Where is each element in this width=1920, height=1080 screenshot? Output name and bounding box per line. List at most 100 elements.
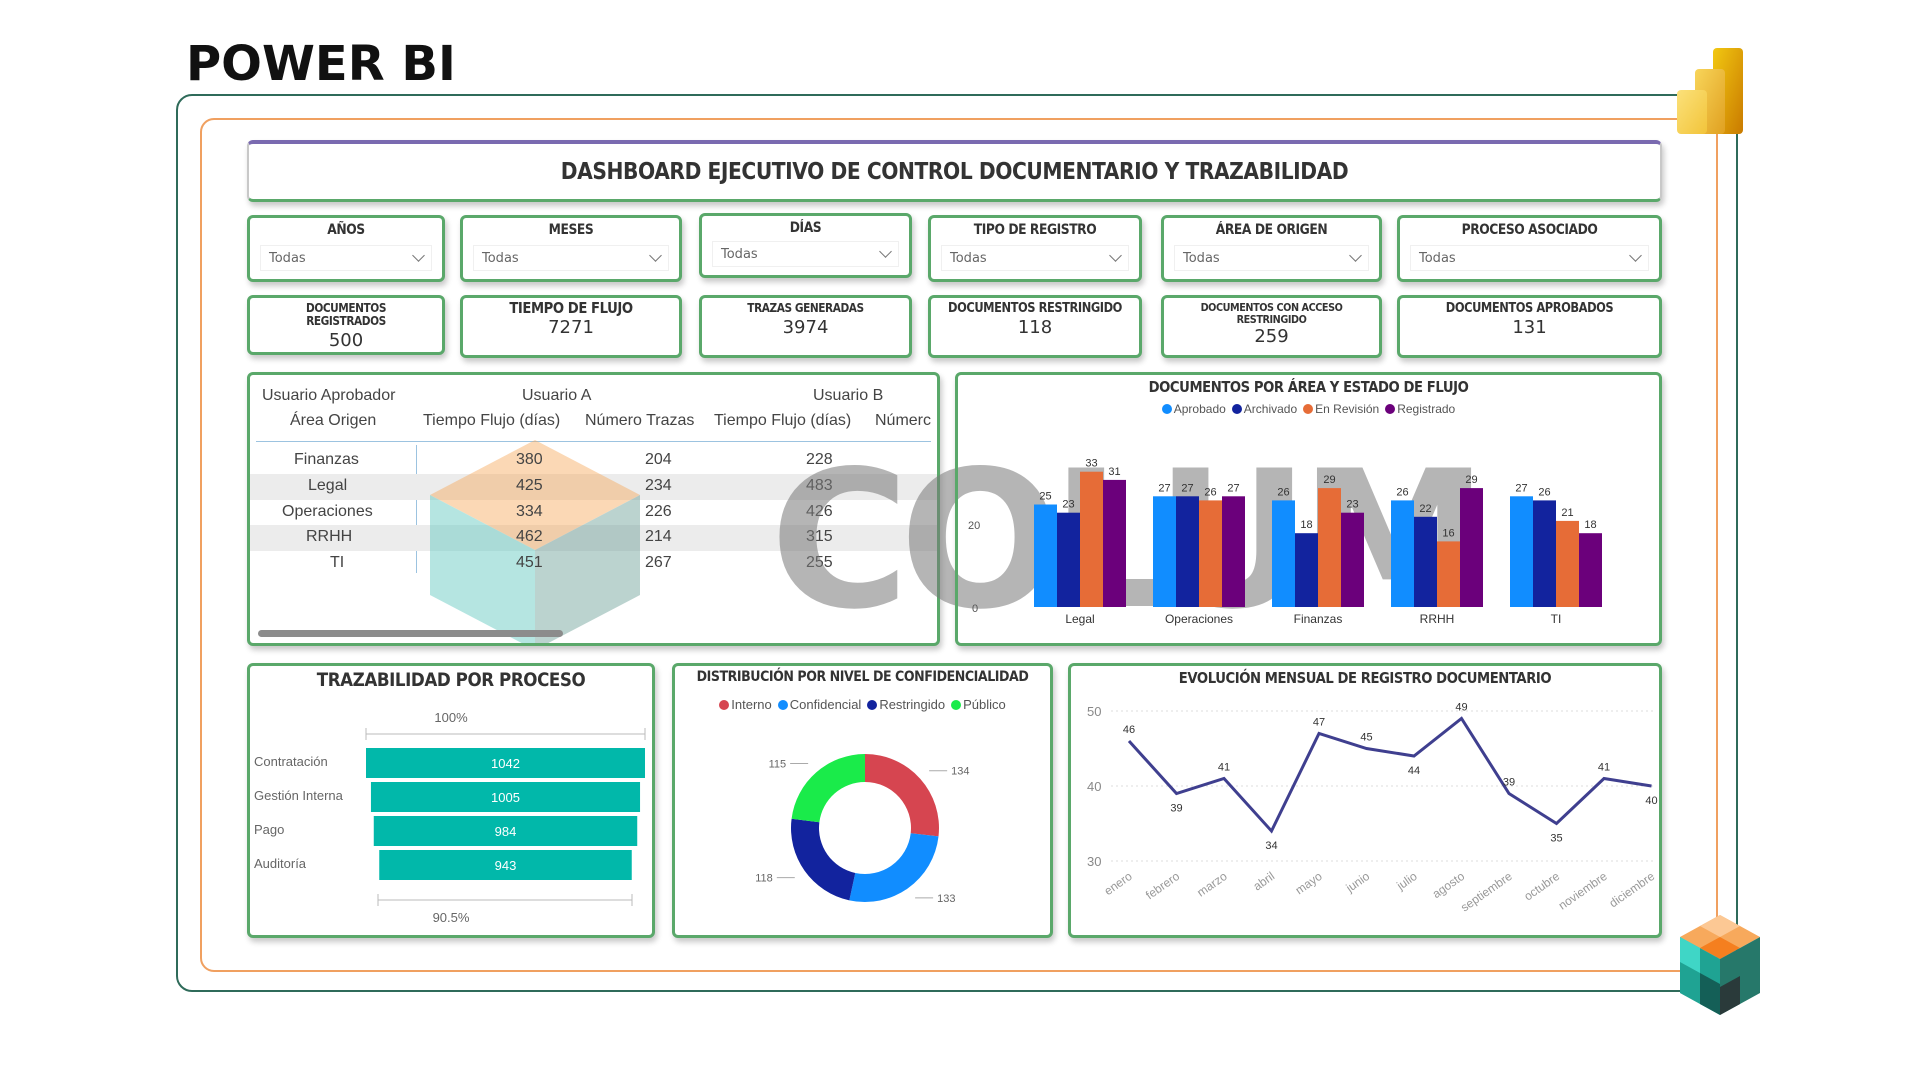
legend-item[interactable]: Restringido (867, 697, 945, 712)
filter-value: Todas (1183, 250, 1220, 266)
svg-text:46: 46 (1123, 724, 1135, 736)
filter-label: AÑOS (327, 222, 365, 238)
filter-dropdown[interactable]: Todas (712, 241, 899, 267)
legend-label: Restringido (879, 697, 946, 712)
col-header-trazas-a: Número Trazas (585, 412, 695, 429)
filter-dropdown[interactable]: Todas (1174, 245, 1369, 271)
donut-slice (791, 754, 865, 823)
legend-label: Registrado (1397, 402, 1456, 416)
page-heading: POWER BI (186, 36, 456, 92)
chevron-down-icon (1349, 249, 1362, 262)
filter-dropdown[interactable]: Todas (1410, 245, 1649, 271)
chevron-down-icon (649, 249, 662, 262)
funnel-category: Auditoría (254, 856, 307, 871)
bar (1199, 500, 1222, 607)
matrix-group-a: Usuario A (522, 387, 592, 404)
chart-title: TRAZABILIDAD POR PROCESO (316, 669, 586, 691)
legend-label: Aprobado (1173, 402, 1226, 416)
legend-item[interactable]: Aprobado (1161, 402, 1226, 416)
svg-text:115: 115 (769, 758, 787, 770)
bar (1437, 541, 1460, 607)
kpi-value: 259 (1254, 326, 1289, 347)
legend-item[interactable]: En Revisión (1303, 402, 1379, 416)
bar (1391, 500, 1414, 607)
bar (1579, 533, 1602, 607)
legend-dot-icon (777, 700, 788, 710)
svg-text:21: 21 (1561, 507, 1573, 519)
legend-dot-icon (1231, 404, 1242, 414)
bar (1460, 488, 1483, 607)
bar (1103, 479, 1126, 607)
bar (1556, 520, 1579, 607)
bar (1080, 471, 1103, 607)
filter-label: MESES (548, 222, 594, 238)
legend-item[interactable]: Interno (719, 697, 772, 712)
filter-value: Todas (721, 246, 758, 262)
svg-text:1005: 1005 (491, 790, 520, 805)
row-area: Finanzas (294, 451, 359, 468)
matrix-usuario-aprobador: Usuario Aprobador Área Origen Usuario A … (247, 372, 940, 646)
svg-text:18: 18 (1584, 519, 1596, 531)
filter-tipo-registro[interactable]: TIPO DE REGISTRO Todas (928, 215, 1142, 282)
table-row (250, 474, 937, 500)
kpi-label: DOCUMENTOS REGISTRADOS (305, 301, 387, 328)
svg-text:34: 34 (1265, 840, 1277, 852)
kpi-label: TIEMPO DE FLUJO (509, 299, 633, 317)
svg-text:44: 44 (1408, 765, 1420, 777)
kpi-value: 7271 (548, 317, 594, 338)
dashboard-title: DASHBOARD EJECUTIVO DE CONTROL DOCUMENTA… (560, 159, 1349, 185)
filter-proceso-asociado[interactable]: PROCESO ASOCIADO Todas (1397, 215, 1662, 282)
svg-text:octubre: octubre (1521, 869, 1562, 904)
svg-text:33: 33 (1085, 458, 1097, 470)
legend-item[interactable]: Archivado (1231, 402, 1297, 416)
svg-text:29: 29 (1465, 474, 1477, 486)
svg-text:30: 30 (1087, 854, 1101, 869)
legend-label: En Revisión (1315, 402, 1380, 416)
filter-anos[interactable]: AÑOS Todas (247, 215, 445, 282)
filter-dias[interactable]: DÍAS Todas (699, 213, 912, 278)
svg-text:47: 47 (1313, 717, 1325, 729)
svg-text:abril: abril (1251, 869, 1278, 893)
horizontal-scrollbar[interactable] (258, 630, 563, 637)
svg-text:mayo: mayo (1293, 869, 1325, 897)
col-header-trazas-b: Númerc (875, 412, 932, 429)
svg-text:35: 35 (1550, 833, 1562, 845)
svg-text:31: 31 (1108, 466, 1120, 478)
matrix-row-header-2: Área Origen (290, 412, 377, 429)
legend-dot-icon (1303, 404, 1314, 414)
kpi-documentos-aprobados: DOCUMENTOS APROBADOS 131 (1397, 295, 1662, 358)
donut-plot: 134 133 118 115 (755, 754, 970, 905)
bar-chart-plot: 20 0 25 23 33 31 27 27 26 27 26 18 29 23 26 22 16 29 27 2… (968, 458, 1602, 626)
svg-text:0: 0 (972, 603, 978, 615)
legend-item[interactable]: Público (951, 697, 1006, 712)
svg-text:49: 49 (1455, 702, 1467, 714)
filter-meses[interactable]: MESES Todas (460, 215, 682, 282)
svg-text:marzo: marzo (1194, 869, 1230, 900)
legend-item[interactable]: Confidencial (777, 697, 861, 712)
cell-a-trazas: 204 (645, 451, 672, 468)
filter-dropdown[interactable]: Todas (941, 245, 1129, 271)
filter-dropdown[interactable]: Todas (473, 245, 669, 271)
cell-a-tiempo: 462 (516, 528, 543, 545)
chevron-down-icon (412, 249, 425, 262)
legend-label: Interno (731, 697, 772, 712)
svg-text:41: 41 (1218, 762, 1230, 774)
filter-dropdown[interactable]: Todas (260, 245, 432, 271)
bar (1176, 496, 1199, 607)
cube-logo-icon (1680, 915, 1760, 1015)
chevron-down-icon (1629, 249, 1642, 262)
filter-area-origen[interactable]: ÁREA DE ORIGEN Todas (1161, 215, 1382, 282)
svg-text:984: 984 (495, 824, 517, 839)
legend-item[interactable]: Registrado (1385, 402, 1455, 416)
chart-legend: Aprobado Archivado En Revisión Registrad… (958, 402, 1659, 416)
cell-a-tiempo: 334 (516, 503, 543, 520)
svg-text:27: 27 (1181, 482, 1193, 494)
chevron-down-icon (879, 245, 892, 258)
svg-text:25: 25 (1039, 491, 1051, 503)
svg-text:18: 18 (1300, 519, 1312, 531)
powerbi-logo-icon (1677, 48, 1743, 134)
header-divider (256, 441, 931, 442)
legend-dot-icon (1161, 404, 1172, 414)
row-area: Legal (308, 477, 348, 494)
bar (1318, 488, 1341, 607)
